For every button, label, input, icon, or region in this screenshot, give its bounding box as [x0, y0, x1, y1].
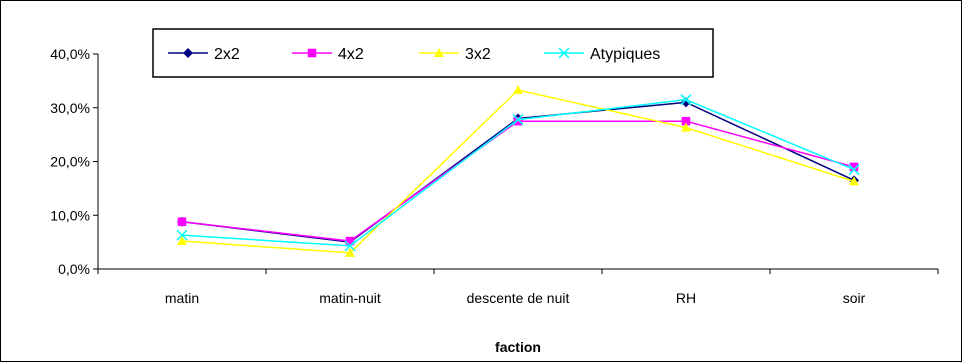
legend-label: 4x2: [338, 46, 364, 63]
data-point: [681, 116, 691, 126]
legend: 2x2 4x2 3x2 Atypiques: [152, 28, 714, 78]
legend-label: 3x2: [465, 46, 491, 63]
y-tick-label: 10,0%: [50, 207, 90, 223]
legend-label: 2x2: [214, 46, 240, 63]
y-tick-label: 20,0%: [50, 154, 90, 170]
x-tick-label: matin: [165, 290, 199, 306]
data-point: [344, 240, 356, 252]
x-axis-title: faction: [495, 339, 541, 355]
x-tick-label: matin-nuit: [319, 290, 381, 306]
series-4x2: [177, 116, 859, 246]
data-point: [849, 176, 859, 186]
data-point: [681, 122, 691, 132]
y-tick-label: 40,0%: [50, 46, 90, 62]
data-point: [177, 236, 187, 246]
data-point: [680, 94, 692, 106]
data-point: [848, 164, 860, 176]
axes: 0,0% 10,0% 20,0% 30,0% 40,0% matin matin-nuit d…: [50, 46, 939, 306]
data-point: [513, 116, 523, 126]
data-point: [345, 247, 355, 257]
legend-marker: [558, 47, 570, 59]
x-tick-label: soir: [843, 290, 866, 306]
data-point: [345, 236, 355, 246]
series-Atypiques: [176, 94, 860, 252]
series-layer: [176, 85, 860, 257]
legend-marker: [434, 48, 444, 57]
series-3x2: [177, 85, 859, 257]
data-point: [849, 162, 859, 172]
x-tick-label: descente de nuit: [467, 290, 570, 306]
data-point: [513, 85, 523, 95]
legend-marker: [183, 48, 193, 58]
data-point: [512, 114, 524, 126]
data-point: [176, 229, 188, 241]
y-tick-label: 30,0%: [50, 100, 90, 116]
legend-label: Atypiques: [590, 46, 660, 63]
legend-marker: [307, 48, 317, 58]
y-tick-label: 0,0%: [58, 261, 90, 277]
data-point: [177, 217, 187, 226]
series-line: [181, 120, 855, 242]
x-tick-label: RH: [676, 290, 696, 306]
